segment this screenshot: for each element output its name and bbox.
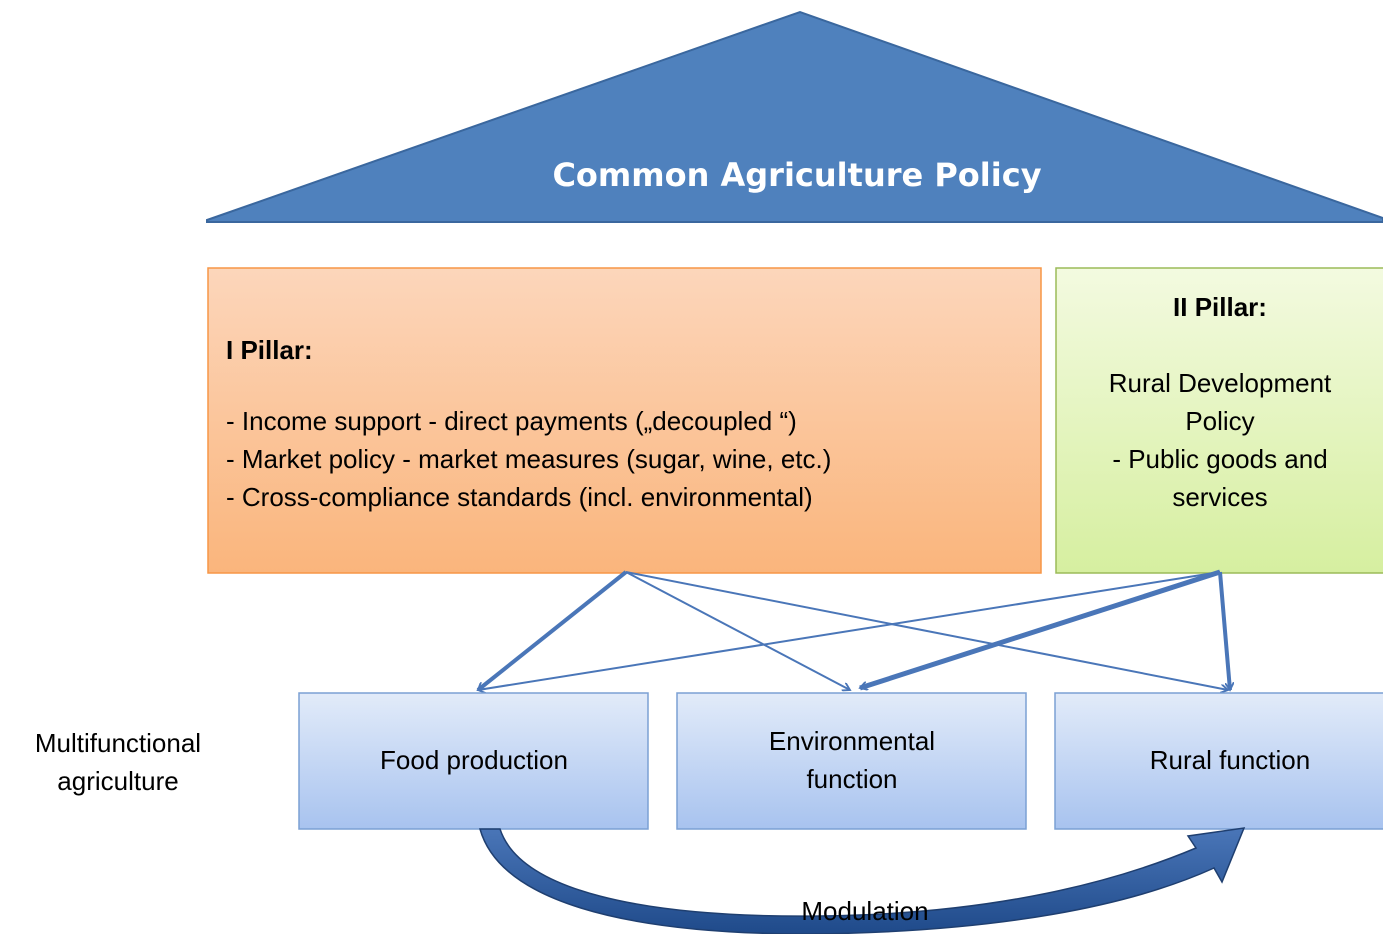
function-box <box>298 692 649 830</box>
pillar-2-line: - Public goods and <box>1112 444 1327 474</box>
pillar-1-item: - Income support - direct payments („dec… <box>226 406 797 436</box>
title: Common Agriculture Policy <box>552 156 1041 194</box>
modulation-arrow <box>479 827 1246 935</box>
arrow <box>478 571 1221 690</box>
pillar-2-heading: II Pillar: <box>1173 292 1267 322</box>
pillar-2-line: services <box>1172 482 1267 512</box>
arrow <box>625 571 850 690</box>
side-label: agriculture <box>57 766 178 796</box>
side-label: Multifunctional <box>35 728 201 758</box>
function-box <box>1054 692 1383 830</box>
roof <box>206 10 1383 223</box>
arrow <box>1218 571 1230 690</box>
pillar-1-heading: I Pillar: <box>226 335 313 365</box>
pillar-1-item: - Market policy - market measures (sugar… <box>226 444 831 474</box>
function-label: Food production <box>380 745 568 775</box>
pillar-1-box <box>207 267 1042 574</box>
function-label: function <box>806 764 897 794</box>
modulation-label: Modulation <box>801 896 928 926</box>
pillar-2-line: Rural Development <box>1109 368 1332 398</box>
pillar-1-item: - Cross-compliance standards (incl. envi… <box>226 482 813 512</box>
arrows <box>478 569 1230 692</box>
function-box <box>676 692 1027 830</box>
function-label: Rural function <box>1150 745 1310 775</box>
pillar-2-line: Policy <box>1185 406 1254 436</box>
arrow <box>625 571 1228 690</box>
function-label: Environmental <box>769 726 935 756</box>
pillar-2-box <box>1055 267 1383 574</box>
arrow <box>860 569 1221 688</box>
arrow <box>478 570 628 692</box>
